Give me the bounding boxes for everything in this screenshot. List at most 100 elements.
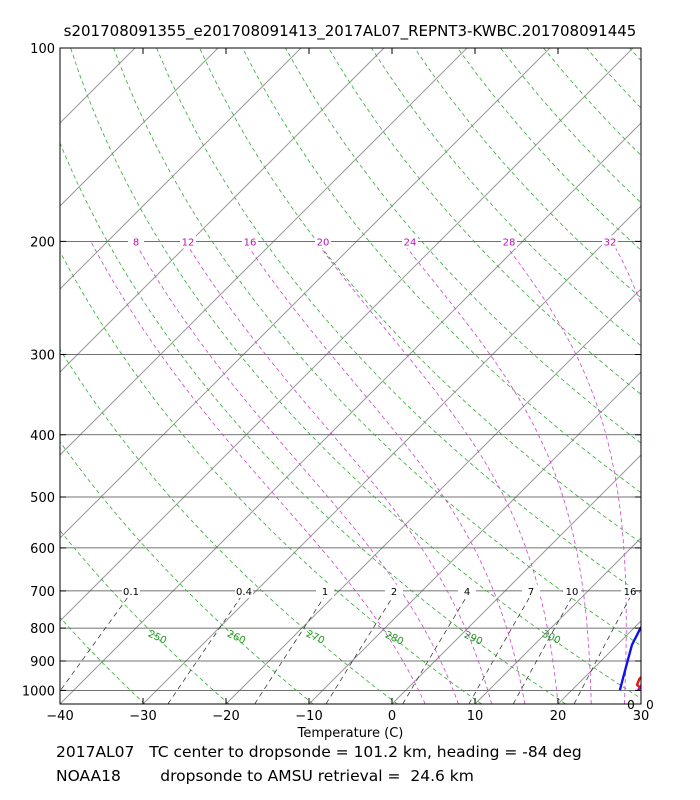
moist-adiabat-label-bg [501, 235, 517, 249]
mixing-ratio-line [167, 590, 246, 704]
mixing-ratio-label-bg [522, 584, 540, 598]
plot-area [60, 48, 641, 704]
y-tick-label: 900 [30, 655, 55, 670]
isotherm-line [60, 48, 302, 290]
mixing-ratio-label: 16 [624, 587, 637, 598]
background-lines [0, 48, 700, 704]
series-cyan-line [642, 70, 700, 691]
moist-adiabat [244, 241, 526, 704]
mixing-ratio-label: 4 [464, 587, 470, 598]
dry-adiabat [60, 142, 566, 704]
mixing-ratio-label-bg [458, 584, 476, 598]
mixing-ratio-label: 10 [566, 587, 579, 598]
dry-adiabat [285, 48, 641, 444]
mixing-ratio-line [512, 590, 576, 704]
y-tick-label: 700 [30, 585, 55, 600]
x-tick-label: 20 [550, 709, 567, 724]
moist-adiabat-label-bg [315, 235, 331, 249]
dry-adiabat [60, 250, 482, 704]
dry-adiabat [199, 48, 641, 544]
moist-adiabat-label: 12 [182, 237, 195, 248]
isotherm-line [60, 48, 385, 373]
mixing-ratio-label: 1 [322, 587, 328, 598]
moist-adiabat-label-bg [242, 235, 258, 249]
mixing-ratio-line [573, 590, 634, 704]
dry-adiabat [60, 616, 146, 704]
x-tick-label: −10 [295, 709, 322, 724]
mixing-ratio-label: 7 [528, 587, 534, 598]
mixing-ratio-label-bg [316, 584, 334, 598]
x-tick-label: 0 [388, 709, 396, 724]
y-tick-label: 100 [30, 42, 55, 57]
dry-adiabat [673, 48, 700, 704]
isotherm-line [60, 48, 551, 539]
mixing-ratio-line [468, 590, 534, 704]
x-tick-label: −30 [129, 709, 156, 724]
dry-adiabat [371, 48, 641, 347]
corner-label: 0 [627, 698, 635, 712]
isotherm-line [0, 48, 52, 704]
y-tick-label: 400 [30, 429, 55, 444]
isotherm-line [308, 371, 641, 704]
moist-adiabat-label: 20 [317, 237, 330, 248]
isotherm-line [474, 537, 641, 704]
moist-adiabat [691, 241, 700, 704]
y-tick-label: 300 [30, 348, 55, 363]
plot-frame [59, 47, 642, 705]
x-axis-label: Temperature (C) [297, 726, 404, 741]
mixing-ratio-label-bg [385, 584, 403, 598]
y-tick-label: 1000 [22, 684, 55, 699]
x-tick-label: 30 [633, 709, 650, 724]
isotherm-line [391, 454, 641, 704]
y-tick-label: 500 [30, 491, 55, 506]
moist-adiabat-label-bg [402, 235, 418, 249]
y-tick-label: 200 [30, 235, 55, 250]
mixing-ratio-line [60, 590, 133, 692]
moist-adiabat-label: 8 [133, 237, 139, 248]
moist-adiabat-label: 16 [244, 237, 257, 248]
mixing-ratio-line [402, 590, 471, 704]
corner-label: 0 [646, 698, 654, 712]
moist-adiabat [134, 241, 459, 704]
moist-adiabat [502, 241, 627, 704]
dry-adiabat [60, 348, 398, 704]
mixing-ratio-label: 0.4 [236, 587, 252, 598]
moist-adiabat-label: 28 [503, 237, 516, 248]
x-tick-label: −20 [212, 709, 239, 724]
chart-title: s201708091355_e201708091413_2017AL07_REP… [63, 22, 637, 40]
moist-adiabat [184, 241, 492, 704]
mixing-ratio-label-bg [621, 584, 639, 598]
moist-adiabat-label-bg [128, 235, 144, 249]
isotherm-line [225, 288, 641, 704]
isotherm-line [640, 703, 641, 704]
series-red-line [635, 675, 641, 691]
isotherm-line [60, 48, 634, 622]
series-magenta-line [636, 683, 641, 692]
info-line-tc: 2017AL07 TC center to dropsonde = 101.2 … [56, 743, 582, 761]
moist-adiabat-label: 24 [404, 237, 417, 248]
series-blue-line [618, 625, 641, 691]
dry-adiabat [60, 441, 314, 704]
dry-adiabat [113, 48, 641, 647]
mixing-ratio-line [254, 590, 329, 704]
mixing-ratio-label-bg [235, 584, 253, 598]
moist-adiabat-label-bg [602, 235, 618, 249]
isotherm-line [60, 48, 219, 207]
mixing-ratio-label: 2 [391, 587, 397, 598]
isotherm-line [60, 48, 468, 456]
moist-adiabat [315, 241, 559, 704]
dry-adiabat [242, 48, 641, 494]
moist-adiabat [90, 241, 426, 704]
x-tick-label: −40 [46, 709, 73, 724]
mixing-ratio-label-bg [563, 584, 581, 598]
mixing-ratio-label-bg [122, 584, 140, 598]
y-tick-label: 800 [30, 622, 55, 637]
isotherm-line [60, 122, 641, 704]
x-tick-label: 10 [467, 709, 484, 724]
dry-adiabat [60, 702, 61, 704]
moist-adiabat-label-bg [180, 235, 196, 249]
mixing-ratio-label: 0.1 [123, 587, 139, 598]
